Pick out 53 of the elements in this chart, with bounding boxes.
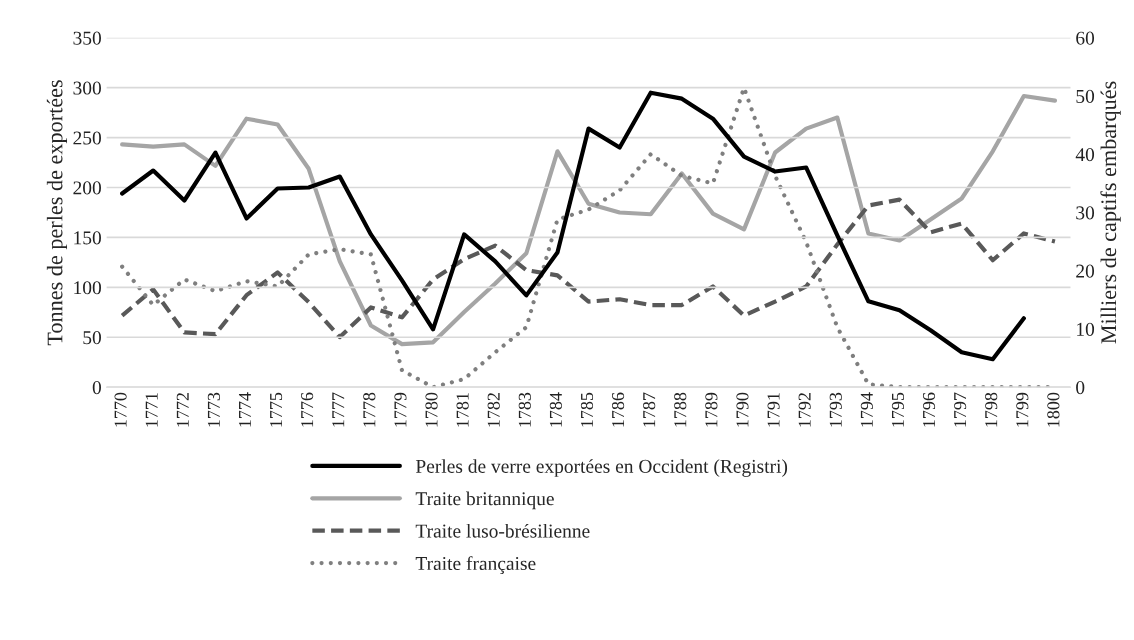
y-tick-label: 50 bbox=[83, 331, 101, 345]
y-tick-label: 0 bbox=[92, 381, 101, 395]
y2-tick-label: 50 bbox=[1076, 89, 1095, 103]
y-tick-label: 200 bbox=[73, 181, 101, 195]
legend-label: Traite luso-brésilienne bbox=[415, 523, 590, 538]
y2-tick-label: 10 bbox=[1077, 322, 1095, 336]
x-tick-label: 1796 bbox=[922, 392, 936, 427]
y2-axis-title: Milliers de captifs embarqués bbox=[1100, 81, 1121, 344]
x-tick-label: 1785 bbox=[580, 392, 594, 427]
x-tick-label: 1772 bbox=[176, 393, 189, 427]
x-tick-label: 1786 bbox=[611, 392, 625, 427]
x-tick-label: 1775 bbox=[270, 392, 283, 427]
legend-label: Traite française bbox=[415, 556, 536, 574]
x-tick-label: 1788 bbox=[674, 392, 687, 427]
x-tick-label: 1799 bbox=[1016, 392, 1029, 427]
y2-tick-label: 40 bbox=[1075, 148, 1095, 162]
y-tick-label: 250 bbox=[73, 131, 101, 145]
y-tick-label: 350 bbox=[73, 31, 101, 45]
y-tick-label: 150 bbox=[74, 231, 101, 245]
x-tick-label: 1780 bbox=[425, 392, 438, 427]
x-tick-label: 1784 bbox=[549, 392, 562, 427]
x-tick-label: 1771 bbox=[145, 393, 158, 427]
y2-tick-label: 60 bbox=[1076, 31, 1095, 45]
x-tick-label: 1787 bbox=[643, 392, 656, 427]
x-tick-label: 1800 bbox=[1047, 392, 1060, 427]
x-tick-label: 1781 bbox=[456, 393, 469, 427]
x-tick-label: 1798 bbox=[985, 392, 998, 427]
x-tick-label: 1794 bbox=[860, 392, 873, 427]
y-axis-title: Tonnes de perles de exportées bbox=[46, 80, 68, 346]
y2-tick-label: 20 bbox=[1076, 264, 1095, 278]
x-tick-label: 1773 bbox=[207, 392, 220, 427]
x-tick-label: 1795 bbox=[891, 392, 904, 427]
y-tick-label: 300 bbox=[73, 81, 101, 95]
x-tick-label: 1783 bbox=[518, 392, 531, 427]
x-tick-label: 1779 bbox=[394, 392, 407, 427]
y2-tick-label: 30 bbox=[1076, 206, 1095, 220]
x-tick-label: 1778 bbox=[363, 392, 376, 427]
x-tick-label: 1777 bbox=[332, 392, 345, 427]
x-tick-label: 1797 bbox=[954, 392, 967, 427]
x-tick-label: 1792 bbox=[798, 393, 811, 427]
x-tick-label: 1793 bbox=[829, 392, 842, 427]
x-tick-label: 1770 bbox=[114, 392, 127, 427]
y2-tick-label: 0 bbox=[1076, 381, 1085, 395]
legend-label: Traite britannique bbox=[415, 491, 554, 510]
x-tick-label: 1791 bbox=[767, 393, 780, 427]
x-tick-label: 1789 bbox=[705, 392, 718, 427]
x-tick-label: 1774 bbox=[238, 392, 251, 427]
y-tick-label: 100 bbox=[74, 281, 101, 295]
x-tick-label: 1776 bbox=[301, 392, 314, 427]
legend-label: Perles de verre exportées en Occident (Registri) bbox=[415, 459, 788, 477]
x-tick-label: 1782 bbox=[487, 393, 500, 427]
x-tick-label: 1790 bbox=[736, 392, 749, 427]
line-series bbox=[120, 197, 1058, 340]
